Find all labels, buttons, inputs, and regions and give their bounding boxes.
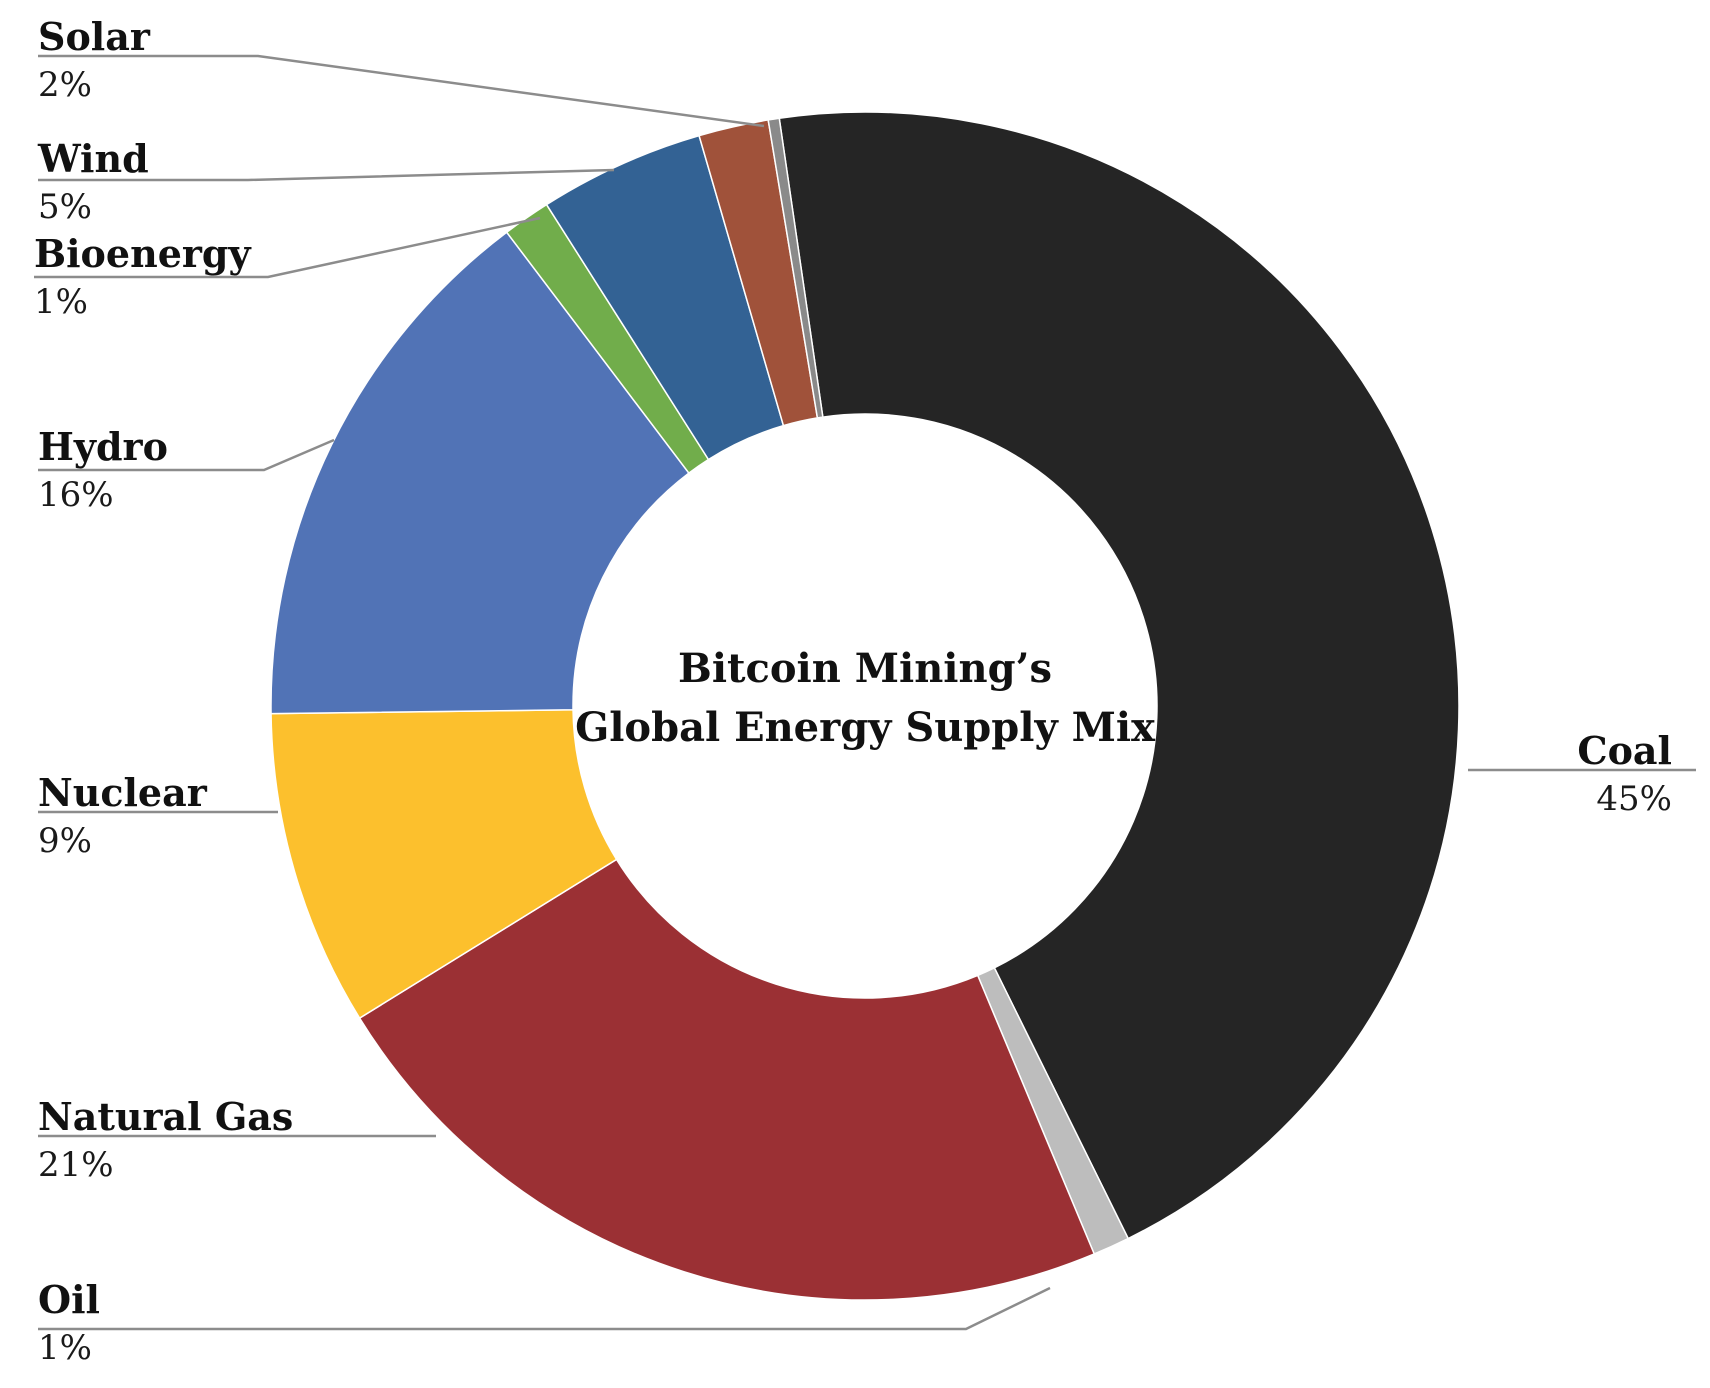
label-name-natural-gas: Natural Gas: [38, 1094, 293, 1139]
label-value-solar: 2%: [38, 65, 92, 105]
slice-group: [270, 111, 1460, 1301]
label-name-solar: Solar: [38, 14, 151, 59]
label-name-nuclear: Nuclear: [38, 770, 208, 815]
label-value-oil: 1%: [38, 1328, 92, 1368]
label-name-wind: Wind: [37, 136, 149, 181]
label-value-nuclear: 9%: [38, 821, 92, 861]
chart-title-line-2: Global Energy Supply Mix: [575, 704, 1156, 751]
label-name-coal: Coal: [1577, 728, 1672, 773]
slice-coal: [778, 111, 1460, 1240]
label-name-oil: Oil: [38, 1277, 100, 1322]
label-value-wind: 5%: [38, 187, 92, 227]
chart-title-line-1: Bitcoin Mining’s: [678, 645, 1052, 692]
label-value-bioenergy: 1%: [34, 282, 88, 322]
slice-hydro: [270, 231, 690, 715]
label-value-coal: 45%: [1596, 779, 1672, 819]
leader-line-group: [34, 54, 1696, 1331]
leader-line-oil: [38, 1286, 1051, 1331]
label-value-natural-gas: 21%: [38, 1145, 114, 1185]
label-value-hydro: 16%: [38, 475, 114, 515]
leader-line-wind: [38, 168, 615, 182]
leader-line-hydro: [38, 438, 335, 472]
label-name-bioenergy: Bioenergy: [34, 231, 251, 276]
leader-line-solar: [38, 54, 765, 128]
slice-unlabeled-8: [767, 117, 824, 419]
slice-natural-gas: [358, 858, 1096, 1301]
label-group: Coal 45% Oil 1% Natural Gas 21% Nuclear 9% Hydro…: [34, 14, 1672, 1368]
leader-line-bioenergy: [34, 216, 541, 279]
label-name-hydro: Hydro: [38, 424, 168, 469]
